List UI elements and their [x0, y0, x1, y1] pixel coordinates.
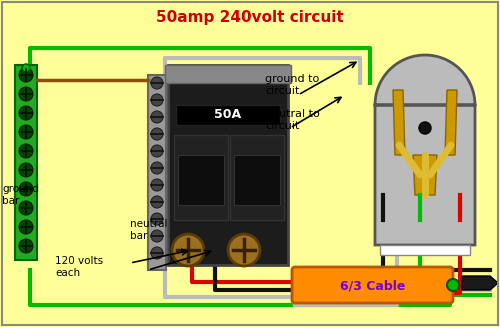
Circle shape — [19, 239, 33, 253]
Polygon shape — [393, 90, 405, 155]
PathPatch shape — [375, 55, 475, 245]
Circle shape — [151, 94, 163, 106]
Circle shape — [151, 230, 163, 242]
Circle shape — [22, 64, 30, 72]
Text: 6/3 Cable: 6/3 Cable — [340, 280, 405, 292]
Text: neutral to
circuit: neutral to circuit — [265, 109, 320, 131]
Circle shape — [151, 179, 163, 191]
Text: ground to
circuit: ground to circuit — [265, 74, 320, 96]
Circle shape — [151, 145, 163, 157]
Polygon shape — [462, 276, 498, 290]
Circle shape — [19, 87, 33, 101]
Circle shape — [19, 201, 33, 215]
Circle shape — [19, 68, 33, 82]
Circle shape — [447, 279, 459, 291]
Bar — [178, 155, 224, 205]
Circle shape — [151, 162, 163, 174]
Bar — [148, 75, 166, 270]
Bar — [234, 155, 280, 205]
Text: 120 volts
each: 120 volts each — [55, 256, 103, 278]
Text: neutral
bar: neutral bar — [130, 219, 168, 241]
Bar — [176, 105, 280, 125]
Circle shape — [172, 234, 204, 266]
Polygon shape — [413, 155, 437, 195]
Circle shape — [151, 196, 163, 208]
Circle shape — [19, 106, 33, 120]
Circle shape — [151, 77, 163, 89]
Text: ground
bar: ground bar — [2, 184, 39, 206]
Circle shape — [19, 182, 33, 196]
Circle shape — [19, 144, 33, 158]
Circle shape — [19, 125, 33, 139]
Circle shape — [151, 213, 163, 225]
Circle shape — [151, 128, 163, 140]
Circle shape — [228, 234, 260, 266]
Polygon shape — [445, 90, 457, 155]
Bar — [380, 245, 470, 255]
Bar — [15, 65, 37, 260]
Bar — [168, 65, 288, 265]
Circle shape — [19, 163, 33, 177]
Circle shape — [19, 220, 33, 234]
FancyBboxPatch shape — [292, 267, 453, 303]
Bar — [165, 65, 291, 83]
Circle shape — [151, 247, 163, 259]
Circle shape — [151, 111, 163, 123]
Bar — [174, 135, 228, 220]
Text: 50amp 240volt circuit: 50amp 240volt circuit — [156, 10, 344, 25]
Bar — [230, 135, 284, 220]
Text: 50A: 50A — [214, 109, 242, 122]
Circle shape — [419, 122, 431, 134]
